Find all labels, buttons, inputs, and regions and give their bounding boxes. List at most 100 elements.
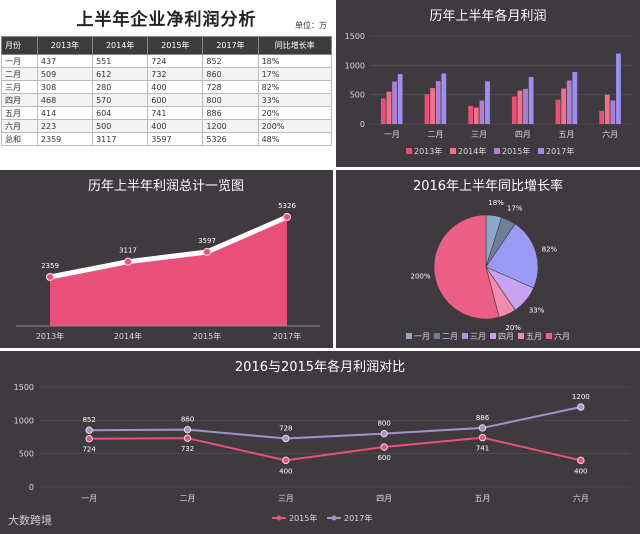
- table-cell: 1200: [202, 119, 259, 133]
- table-row-label: 六月: [1, 119, 38, 133]
- legend-marker: [331, 515, 337, 521]
- unit-note: 单位：万: [295, 21, 327, 30]
- table-cell: 886: [202, 106, 259, 120]
- legend-swatch: [494, 148, 500, 154]
- series-line: [89, 406, 582, 440]
- data-label: 5326: [278, 202, 296, 210]
- data-label: 1200: [572, 393, 590, 401]
- legend-label: 一月: [414, 332, 430, 341]
- x-tick-label: 二月: [180, 494, 196, 503]
- legend-label: 四月: [498, 332, 514, 341]
- legend-label: 2015年: [289, 513, 317, 523]
- legend-swatch: [546, 333, 552, 339]
- data-point: [478, 433, 487, 442]
- bar-chart-panel: 历年上半年各月利润 0 500 1000 1500 一月 二月 三月 四月 五月 六月 2013年 20…: [336, 0, 640, 167]
- bar: [528, 77, 534, 124]
- table-cell: 400: [147, 119, 204, 133]
- data-point: [282, 212, 292, 222]
- data-point: [380, 429, 388, 438]
- data-point: [183, 434, 192, 442]
- data-point: [282, 456, 290, 465]
- data-point: [202, 247, 212, 257]
- slice-label: 17%: [507, 205, 523, 213]
- chart-title: 2016年上半年同比增长率: [413, 178, 563, 194]
- slice-label: 18%: [488, 199, 504, 207]
- table-row: 五月 414 604 741 886 20%: [1, 106, 333, 120]
- bar: [386, 91, 392, 124]
- table-row-label: 五月: [1, 106, 38, 120]
- table-header-cell: 2015年: [147, 36, 204, 55]
- table-cell: 741: [147, 106, 204, 120]
- table-cell: 48%: [257, 132, 333, 146]
- x-tick-label: 三月: [278, 494, 294, 503]
- table-cell: 2359: [36, 132, 94, 146]
- bar: [485, 81, 490, 124]
- legend-swatch: [490, 333, 496, 339]
- table-cell: 468: [36, 93, 94, 107]
- table-cell: 20%: [257, 106, 333, 120]
- table-cell: 800: [202, 93, 259, 107]
- data-point: [45, 272, 55, 282]
- pie-chart-panel: 2016年上半年同比增长率 18% 17% 82% 33% 20% 200% 一月 二月 三月 四月…: [336, 170, 640, 348]
- line-chart-panel: 2016与2015年各月利润对比 0 500 1000 1500 一月 二月 三月 四月 五月 六月…: [0, 351, 640, 534]
- x-tick-label: 二月: [428, 130, 444, 139]
- y-tick-label: 1000: [345, 61, 365, 70]
- pie-slice: [433, 214, 500, 320]
- table-cell: 5326: [202, 132, 259, 146]
- x-tick-label: 一月: [384, 130, 400, 139]
- table-header-cell: 月份: [1, 36, 38, 55]
- table-cell: 17%: [257, 67, 333, 81]
- table-cell: 33%: [257, 93, 333, 107]
- table-cell: 414: [36, 106, 94, 120]
- legend-label: 2017年: [344, 513, 372, 523]
- y-tick-label: 1500: [345, 32, 365, 41]
- pie-chart: 2016年上半年同比增长率 18%17% 82% 33% 20% 200% 一月 二月 三月 四月…: [406, 178, 570, 341]
- x-tick-label: 五月: [475, 494, 491, 503]
- x-tick-label: 一月: [81, 494, 97, 503]
- y-tick-label: 0: [29, 483, 34, 492]
- data-point: [85, 435, 93, 443]
- line-chart: 2016与2015年各月利润对比 0 500 1000 1500 一月 二月 三月 四月 五月 六月…: [14, 359, 630, 523]
- slice-label: 200%: [411, 272, 431, 280]
- legend-swatch: [450, 148, 456, 154]
- data-point: [478, 424, 487, 432]
- data-label: 800: [377, 420, 390, 428]
- table-cell: 437: [36, 54, 94, 68]
- slice-label: 33%: [529, 306, 545, 314]
- bar: [468, 105, 474, 124]
- data-label: 2359: [41, 262, 59, 270]
- data-label: 600: [377, 454, 390, 462]
- bar: [392, 81, 397, 124]
- table-body: 一月 437 551 724 852 18% 二月 509 612 732 860 17% 三月 308 2…: [1, 54, 333, 146]
- x-tick-label: 2013年: [36, 331, 64, 341]
- profit-table: 月份 2013年 2014年 2015年 2017年 同比增长率 一月 437 551 724 8…: [1, 36, 333, 146]
- area-chart-panel: 历年上半年利润总计一览图 2359 2013年 3117 2014年 3597 2015年 5…: [0, 170, 333, 348]
- table-cell: 200%: [257, 119, 333, 133]
- legend-swatch: [518, 333, 524, 339]
- table-header-cell: 同比增长率: [257, 36, 333, 55]
- legend-label: 2014年: [458, 146, 486, 156]
- table-header-cell: 2014年: [92, 36, 149, 55]
- bar: [511, 96, 517, 124]
- table-title: 上半年企业净利润分析: [76, 10, 257, 30]
- bar: [430, 88, 435, 124]
- legend-label: 二月: [442, 332, 458, 341]
- data-label: 728: [279, 424, 292, 432]
- legend-label: 三月: [470, 332, 486, 341]
- data-label: 886: [476, 414, 490, 422]
- series-line: [89, 436, 582, 462]
- legend-label: 2013年: [414, 146, 442, 156]
- chart-title: 2016与2015年各月利润对比: [235, 359, 405, 375]
- data-label: 860: [181, 416, 194, 424]
- table-cell: 551: [92, 54, 149, 68]
- legend-swatch: [538, 148, 544, 154]
- bar: [397, 74, 403, 124]
- table-row: 三月 308 280 400 728 82%: [1, 80, 333, 94]
- table-cell: 724: [147, 54, 204, 68]
- table-cell: 400: [147, 80, 204, 94]
- y-tick-label: 1000: [14, 416, 34, 425]
- y-tick-label: 500: [19, 450, 34, 459]
- table-cell: 570: [92, 93, 149, 107]
- table-row-label: 总和: [1, 132, 38, 146]
- data-label: 724: [82, 446, 96, 454]
